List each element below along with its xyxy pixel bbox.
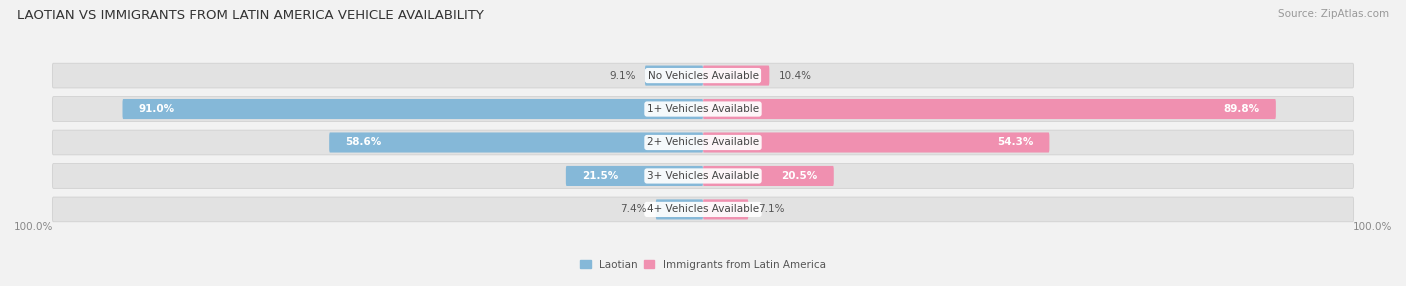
Text: LAOTIAN VS IMMIGRANTS FROM LATIN AMERICA VEHICLE AVAILABILITY: LAOTIAN VS IMMIGRANTS FROM LATIN AMERICA…	[17, 9, 484, 21]
Text: 100.0%: 100.0%	[14, 222, 53, 232]
Text: 4+ Vehicles Available: 4+ Vehicles Available	[647, 204, 759, 214]
Text: 10.4%: 10.4%	[779, 71, 811, 81]
Text: 54.3%: 54.3%	[997, 138, 1033, 148]
Text: 2+ Vehicles Available: 2+ Vehicles Available	[647, 138, 759, 148]
FancyBboxPatch shape	[52, 130, 1354, 155]
FancyBboxPatch shape	[122, 99, 703, 119]
Text: 3+ Vehicles Available: 3+ Vehicles Available	[647, 171, 759, 181]
FancyBboxPatch shape	[703, 99, 1275, 119]
FancyBboxPatch shape	[52, 164, 1354, 188]
FancyBboxPatch shape	[703, 132, 1049, 152]
Text: 89.8%: 89.8%	[1223, 104, 1260, 114]
FancyBboxPatch shape	[52, 97, 1354, 122]
FancyBboxPatch shape	[52, 197, 1354, 222]
Text: 100.0%: 100.0%	[1353, 222, 1392, 232]
FancyBboxPatch shape	[645, 65, 703, 86]
Text: 7.4%: 7.4%	[620, 204, 647, 214]
FancyBboxPatch shape	[329, 132, 703, 152]
Text: 1+ Vehicles Available: 1+ Vehicles Available	[647, 104, 759, 114]
Text: Source: ZipAtlas.com: Source: ZipAtlas.com	[1278, 9, 1389, 19]
Text: 9.1%: 9.1%	[609, 71, 636, 81]
FancyBboxPatch shape	[703, 65, 769, 86]
Text: 7.1%: 7.1%	[758, 204, 785, 214]
FancyBboxPatch shape	[703, 199, 748, 219]
Legend: Laotian, Immigrants from Latin America: Laotian, Immigrants from Latin America	[581, 260, 825, 270]
Text: 91.0%: 91.0%	[138, 104, 174, 114]
FancyBboxPatch shape	[655, 199, 703, 219]
Text: 20.5%: 20.5%	[782, 171, 818, 181]
FancyBboxPatch shape	[565, 166, 703, 186]
Text: 58.6%: 58.6%	[344, 138, 381, 148]
FancyBboxPatch shape	[52, 63, 1354, 88]
Text: 21.5%: 21.5%	[582, 171, 619, 181]
Text: No Vehicles Available: No Vehicles Available	[648, 71, 758, 81]
FancyBboxPatch shape	[703, 166, 834, 186]
